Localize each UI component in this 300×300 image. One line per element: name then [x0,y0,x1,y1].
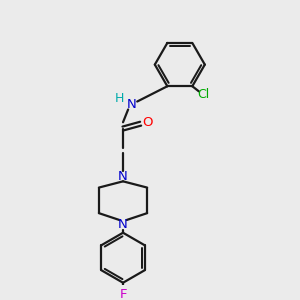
Text: N: N [127,98,136,111]
Text: Cl: Cl [197,88,209,101]
Text: O: O [142,116,153,129]
Text: F: F [119,288,127,300]
Text: H: H [115,92,124,105]
Text: N: N [118,170,128,183]
Text: N: N [118,218,128,231]
